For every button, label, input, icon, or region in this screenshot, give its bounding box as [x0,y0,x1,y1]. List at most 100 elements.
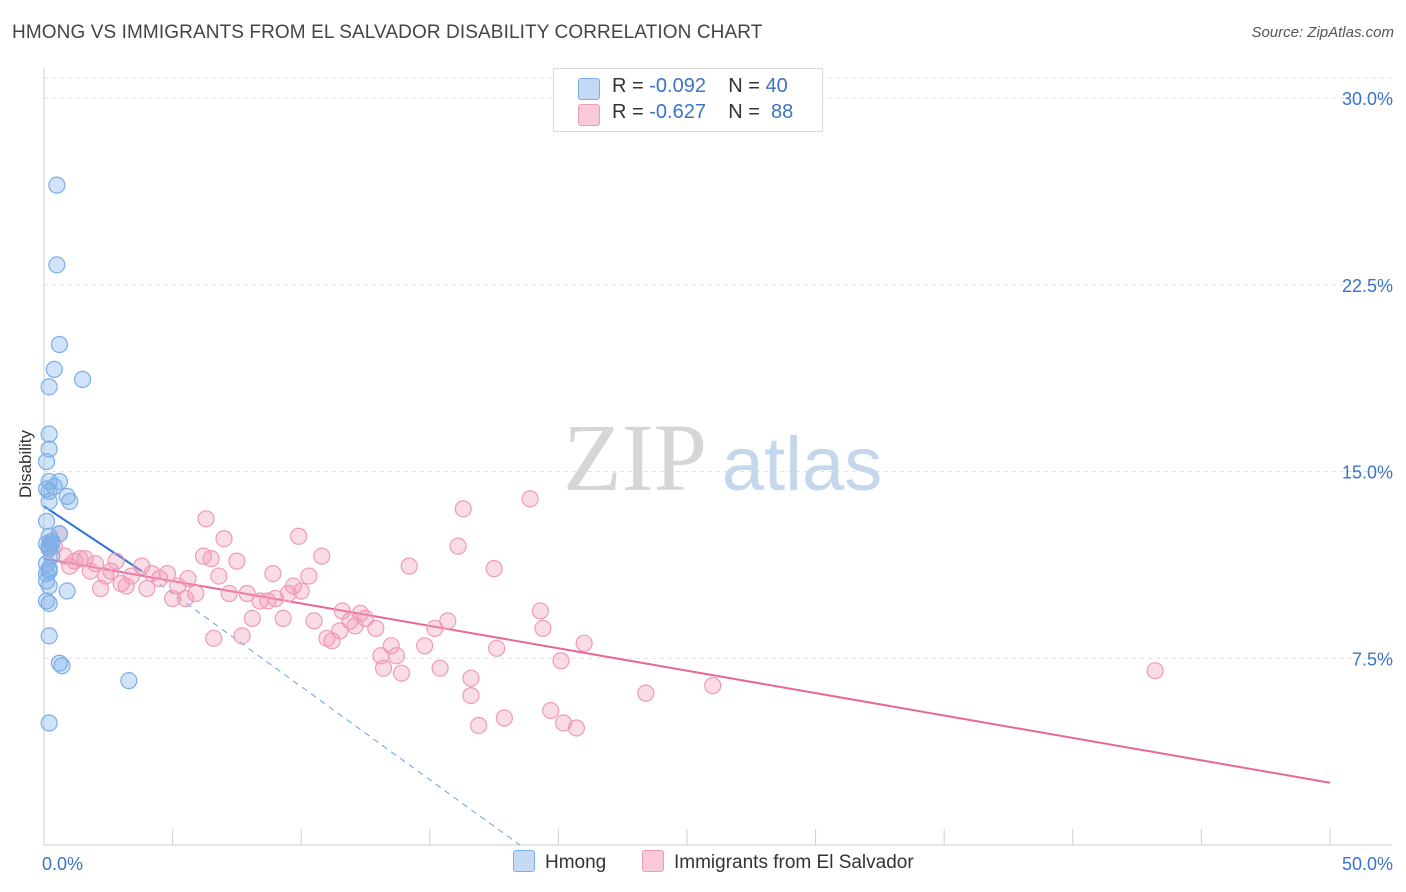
el-salvador-point [274,609,292,628]
legend-item-hmong[interactable]: Hmong [513,850,606,874]
hmong-point [40,577,58,595]
y-tick-label: 22.5% [1342,276,1393,296]
el-salvador-point [462,669,480,687]
el-salvador-point [485,560,503,578]
hmong-point [120,672,138,690]
el-salvador-point [102,562,120,580]
hmong-point [40,627,58,645]
hmong-label: Hmong [545,852,607,873]
legend-item-el-salvador[interactable]: Immigrants from El Salvador [642,850,914,874]
el-salvador-point [305,612,323,630]
hmong-point [40,492,58,510]
hmong-swatch [513,850,535,872]
el-salvador-point [495,709,513,727]
el-salvador-label: Immigrants from El Salvador [674,852,914,873]
el-salvador-point [107,552,125,570]
hmong-point [43,535,61,553]
trend-lines [43,505,1331,846]
el-salvador-point [387,647,405,665]
hmong-point [45,360,63,379]
el-salvador-point [122,567,141,585]
watermark-atlas: atlas [722,422,883,507]
el-salvador-point [367,619,385,637]
tick-labels: 7.5% 15.0% 22.5% 30.0% 0.0% 50.0% [42,89,1393,874]
el-salvador-point [439,612,457,630]
legend-r-label: R = [612,75,650,97]
legend-r-value: -0.627 [649,101,706,123]
el-salvador-point [351,604,369,623]
el-salvador-point [266,589,285,608]
el-salvador-point [374,659,393,677]
el-salvador-point [117,577,135,595]
y-tick-label: 15.0% [1342,463,1393,483]
hmong-point [37,572,56,590]
hmong-trend-line [43,505,143,572]
legend-n-value: 40 [765,75,788,97]
el-salvador-point [243,609,261,628]
el-salvador-point [1146,662,1164,680]
el-salvador-point [197,510,215,528]
y-tick-label: 7.5% [1352,649,1393,669]
el-salvador-point [400,557,418,575]
watermark-zip: ZIP [563,404,707,511]
el-salvador-point [290,527,308,545]
el-salvador-point [205,629,223,647]
el-salvador-point [210,567,228,585]
el-salvador-point [228,552,246,570]
hmong-point [40,425,58,443]
y-axis-label: Disability [16,429,35,498]
y-tick-label: 30.0% [1342,89,1393,109]
legend-swatch-el-salvador [578,104,600,126]
hmong-point [40,562,58,580]
el-salvador-point [233,627,251,645]
data-points [37,176,1164,737]
hmong-point [40,482,58,501]
hmong-point [37,592,56,610]
hmong-point [50,654,69,672]
el-salvador-point [454,500,472,518]
el-salvador-point [426,619,444,637]
stats-legend: R = -0.092 N = 40 R = -0.627 N = 88 [553,68,823,132]
el-salvador-point [202,550,220,568]
el-salvador-point [488,639,506,657]
el-salvador-point [392,664,411,682]
x-tick-label: 50.0% [1342,854,1393,874]
hmong-point [40,714,58,732]
el-salvador-point [521,490,539,508]
el-salvador-point [179,569,197,588]
legend-r-label: R = [612,101,650,123]
el-salvador-point [215,530,233,548]
el-salvador-swatch [642,850,664,872]
el-salvador-trend-line [43,557,1331,784]
el-salvador-point [187,584,205,603]
legend-n-label: N = [728,101,766,123]
legend-n-label: N = [728,75,766,97]
el-salvador-point [637,684,655,702]
el-salvador-point [313,547,331,565]
el-salvador-point [292,582,310,600]
grid-lines [44,77,1392,659]
hmong-point [73,370,92,388]
el-salvador-point [238,584,256,603]
hmong-point [37,452,56,471]
el-salvador-point [97,567,115,585]
hmong-point [53,657,71,675]
hmong-point [58,487,76,505]
hmong-point [37,512,56,530]
hmong-point [48,176,66,194]
el-salvador-point [220,584,238,603]
source-label: Source: ZipAtlas.com [1251,24,1394,41]
el-salvador-point [86,555,105,573]
el-salvador-point [575,634,593,652]
el-salvador-point [554,714,573,732]
hmong-point [40,378,58,396]
hmong-point [40,594,58,613]
el-salvador-point [382,637,400,655]
el-salvador-point [470,716,488,735]
hmong-point [58,582,76,600]
el-salvador-point [462,686,480,705]
legend-r-value: -0.092 [649,75,706,97]
el-salvador-point [552,652,570,670]
el-salvador-point [71,550,89,568]
